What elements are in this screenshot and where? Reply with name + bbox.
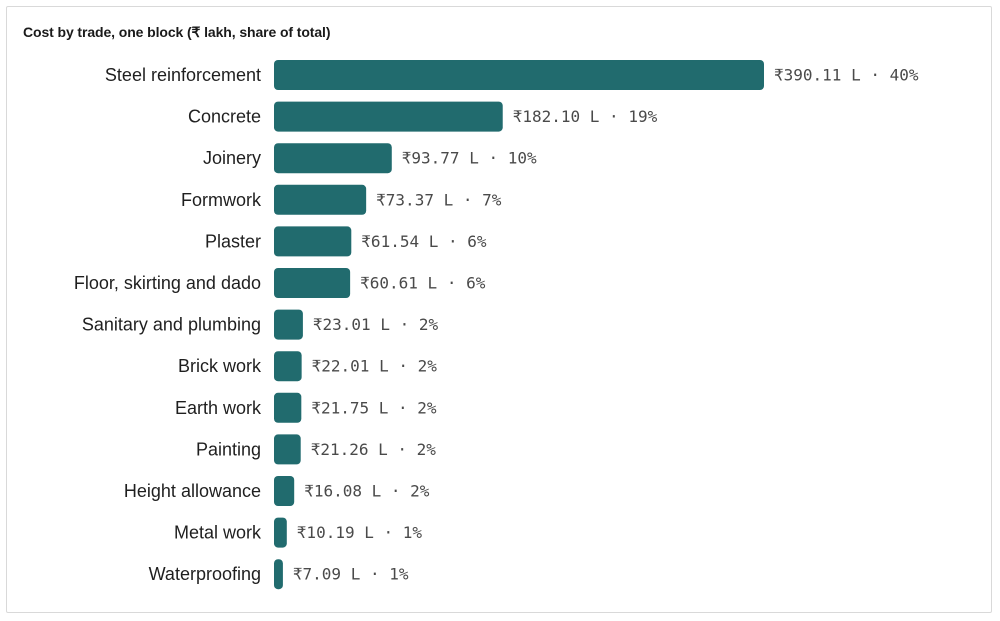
value-label: ₹10.19 L · 1% [297,523,423,542]
value-label: ₹390.11 L · 40% [774,66,919,85]
category-label: Plaster [205,231,261,251]
bar [274,517,287,548]
bar [274,309,303,340]
bar [274,184,367,215]
bars-group: Steel reinforcement ₹390.11 L · 40% Concre… [74,60,919,590]
category-label: Waterproofing [149,564,261,584]
value-label: ₹16.08 L · 2% [304,482,430,501]
category-label: Earth work [175,398,262,418]
category-label: Sanitary and plumbing [82,315,261,335]
category-label: Brick work [178,356,262,376]
value-label: ₹21.26 L · 2% [311,440,437,459]
value-label: ₹7.09 L · 1% [293,565,409,584]
category-label: Concrete [188,107,261,127]
bar [274,559,283,590]
bar [274,101,503,132]
value-label: ₹61.54 L · 6% [361,232,487,251]
value-label: ₹21.75 L · 2% [311,398,437,417]
category-label: Joinery [203,148,261,168]
bar [274,143,392,174]
chart-title: Cost by trade, one block (₹ lakh, share … [23,24,331,40]
category-label: Painting [196,439,261,459]
value-label: ₹182.10 L · 19% [513,107,658,126]
category-label: Steel reinforcement [105,65,261,85]
value-label: ₹22.01 L · 2% [312,357,438,376]
bar [274,60,764,90]
bar [274,226,352,257]
category-label: Metal work [174,523,262,543]
value-label: ₹73.37 L · 7% [376,190,502,209]
value-label: ₹23.01 L · 2% [313,315,439,334]
bar [274,434,301,465]
bar [274,476,295,506]
bar [274,392,302,423]
bar [274,351,302,382]
value-label: ₹93.77 L · 10% [402,149,537,168]
bar [274,268,351,298]
category-label: Height allowance [124,481,261,501]
value-label: ₹60.61 L · 6% [360,274,486,293]
category-label: Floor, skirting and dado [74,273,261,293]
category-label: Formwork [181,190,262,210]
